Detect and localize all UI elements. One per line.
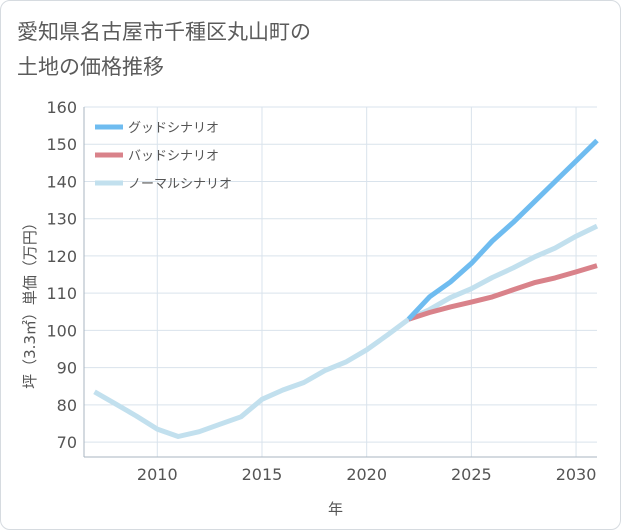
- x-tick-label: 2010: [137, 465, 178, 484]
- x-axis-label: 年: [328, 500, 343, 518]
- y-tick-label: 70: [57, 433, 77, 452]
- y-tick-label: 160: [46, 98, 77, 117]
- x-tick-label: 2030: [556, 465, 597, 484]
- legend-label: ノーマルシナリオ: [128, 177, 232, 192]
- plot-area: [84, 107, 597, 457]
- y-tick-label: 90: [57, 359, 77, 378]
- x-tick-label: 2025: [451, 465, 492, 484]
- y-tick-label: 120: [46, 247, 77, 266]
- series-line: [406, 138, 599, 321]
- x-tick-label: 2015: [242, 465, 283, 484]
- series-line: [407, 263, 598, 322]
- x-tick-label: 2020: [346, 465, 387, 484]
- series-line: [93, 223, 599, 439]
- y-tick-label: 140: [46, 172, 77, 191]
- y-tick-label: 80: [57, 396, 77, 415]
- y-tick-label: 100: [46, 321, 77, 340]
- legend-label: バッドシナリオ: [128, 149, 219, 164]
- legend-label: グッドシナリオ: [128, 121, 219, 136]
- chart-title: 愛知県名古屋市千種区丸山町の 土地の価格推移: [17, 20, 311, 79]
- y-tick-label: 150: [46, 135, 77, 154]
- y-tick-label: 110: [46, 284, 77, 303]
- y-tick-label: 130: [46, 210, 77, 229]
- y-axis-label: 坪（3.3㎡）単価（万円）: [21, 215, 39, 389]
